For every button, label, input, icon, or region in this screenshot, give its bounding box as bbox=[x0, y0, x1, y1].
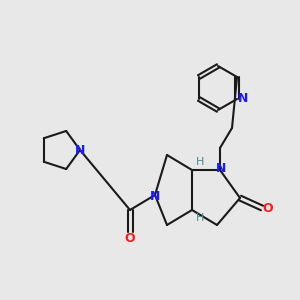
Text: N: N bbox=[150, 190, 160, 203]
Text: H: H bbox=[196, 157, 204, 167]
Text: N: N bbox=[216, 161, 226, 175]
Text: H: H bbox=[196, 213, 204, 223]
Text: N: N bbox=[75, 145, 85, 158]
Text: O: O bbox=[125, 232, 135, 244]
Text: O: O bbox=[263, 202, 273, 214]
Text: N: N bbox=[238, 92, 248, 106]
